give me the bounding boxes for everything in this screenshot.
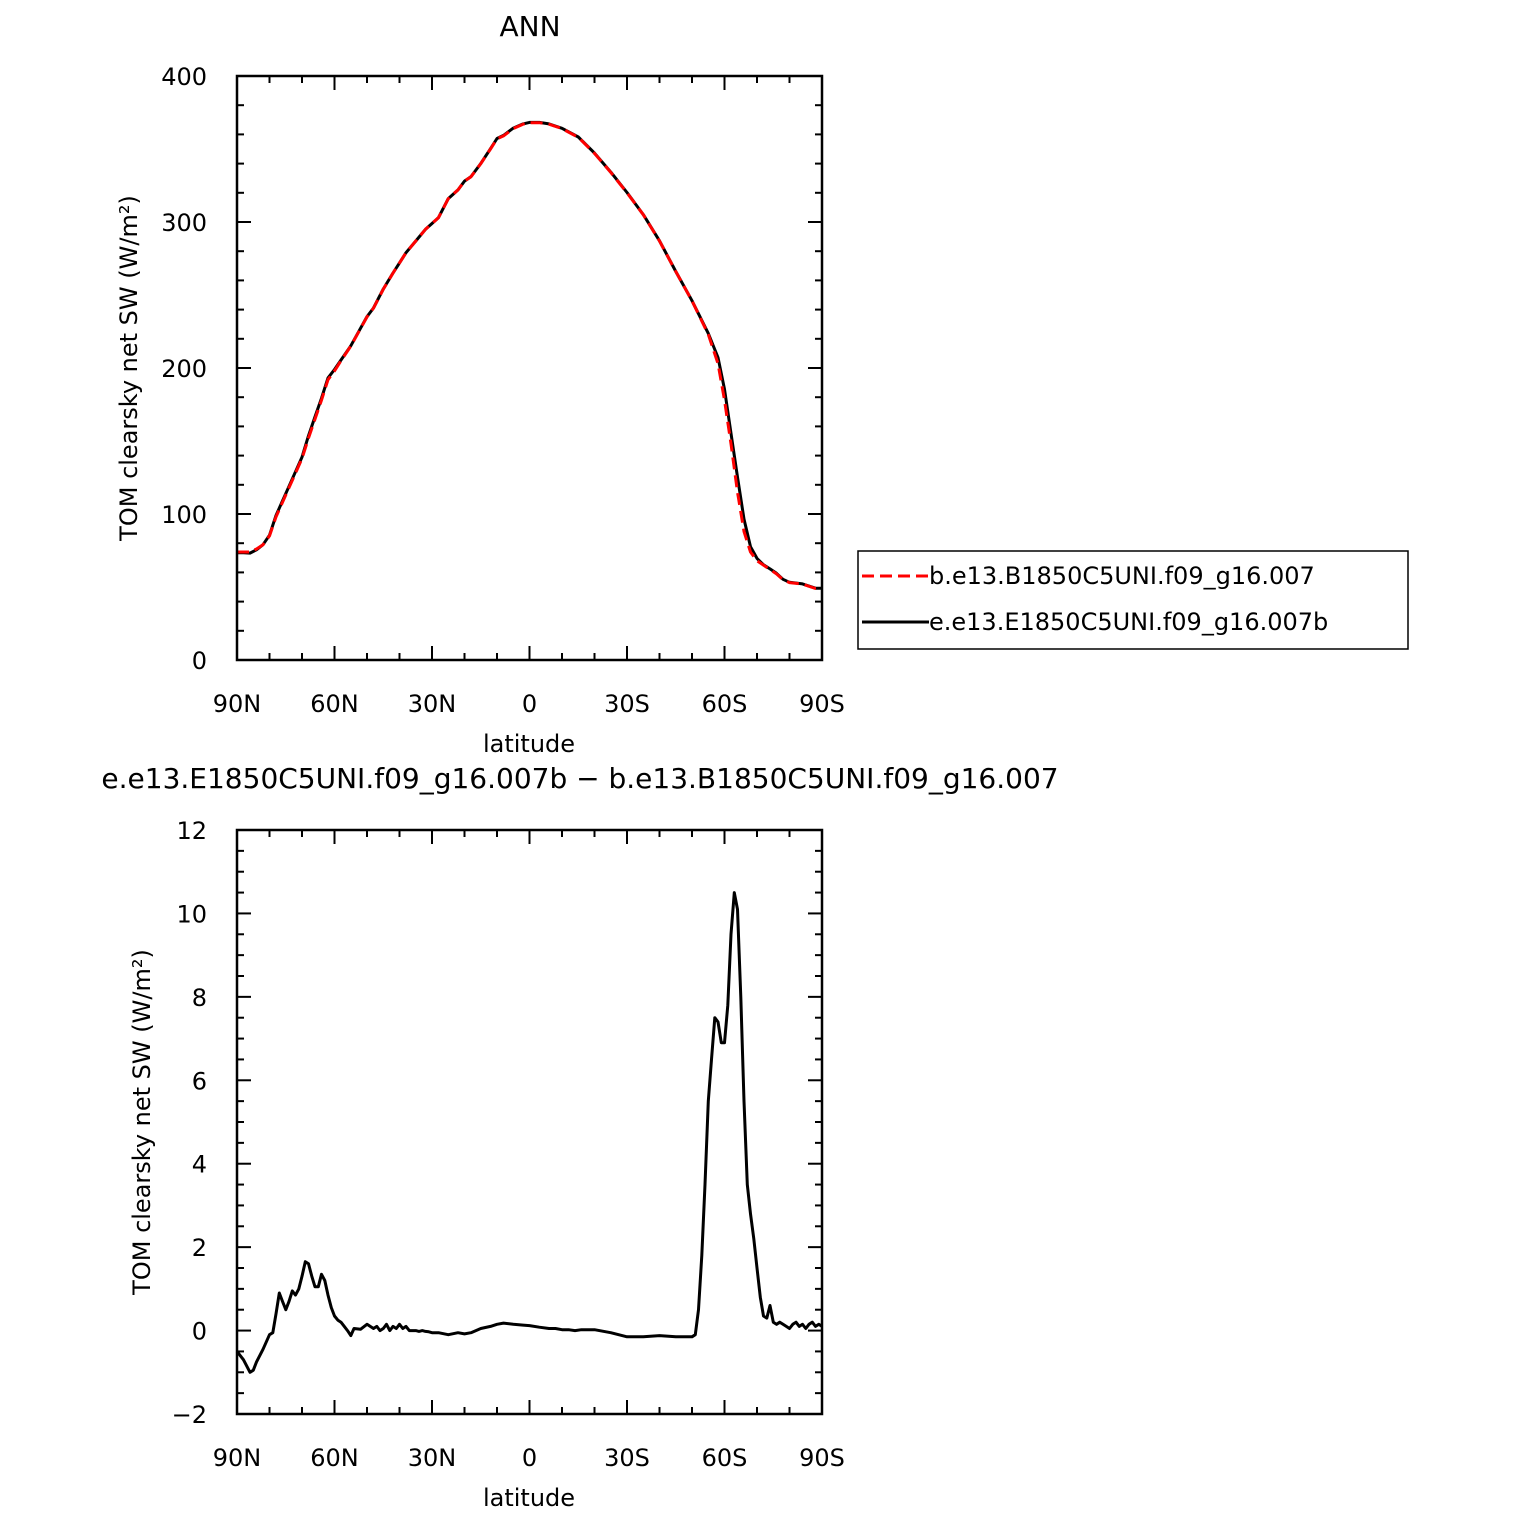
legend-label-1: e.e13.E1850C5UNI.f09_g16.007b bbox=[929, 608, 1328, 636]
top-series-line-1 bbox=[237, 120, 823, 590]
bottom-ytick-label: 4 bbox=[192, 1151, 207, 1179]
bottom-xlabel: latitude bbox=[483, 1484, 575, 1512]
top-plot-frame bbox=[235, 74, 824, 662]
top-xtick-label: 90S bbox=[799, 690, 845, 718]
top-xtick-label: 90N bbox=[213, 690, 262, 718]
bottom-ytick-label: 8 bbox=[192, 984, 207, 1012]
bottom-plot-frame bbox=[235, 828, 824, 1416]
top-title: ANN bbox=[499, 10, 560, 43]
top-ticks: 90N 60N 30N 0 30S 60S 90S 0 100 200 300 400 bbox=[161, 63, 845, 718]
top-ylabel: TOM clearsky net SW (W/m²) bbox=[115, 195, 143, 542]
top-xtick-label: 0 bbox=[522, 690, 537, 718]
bottom-xtick-label: 90S bbox=[799, 1444, 845, 1472]
top-lines bbox=[237, 120, 823, 590]
top-series-line-0 bbox=[237, 121, 822, 590]
bottom-ytick-label: 0 bbox=[192, 1318, 207, 1346]
top-xtick-label: 60N bbox=[310, 690, 359, 718]
bottom-ytick-label: 2 bbox=[192, 1234, 207, 1262]
panel-top: ANN 90N 60N 30N 0 30S 60S 90S 0 100 200 300 400 lat… bbox=[115, 10, 1409, 758]
bottom-ticks: 90N 60N 30N 0 30S 60S 90S −2 0 2 4 6 8 10 12 bbox=[172, 817, 845, 1472]
bottom-xtick-label: 90N bbox=[213, 1444, 262, 1472]
top-xtick-label: 30S bbox=[604, 690, 650, 718]
bottom-xtick-label: 30N bbox=[408, 1444, 457, 1472]
bottom-xtick-label: 0 bbox=[522, 1444, 537, 1472]
top-ytick-label: 0 bbox=[192, 647, 207, 675]
bottom-ylabel: TOM clearsky net SW (W/m²) bbox=[128, 949, 156, 1296]
legend-label-0: b.e13.B1850C5UNI.f09_g16.007 bbox=[929, 562, 1315, 590]
bottom-xtick-label: 60S bbox=[702, 1444, 748, 1472]
bottom-xtick-label: 30S bbox=[604, 1444, 650, 1472]
bottom-ytick-label: 10 bbox=[176, 900, 207, 928]
legend-box bbox=[857, 550, 1409, 650]
top-xtick-label: 30N bbox=[408, 690, 457, 718]
top-ytick-label: 200 bbox=[161, 355, 207, 383]
top-xlabel: latitude bbox=[483, 730, 575, 758]
top-xtick-label: 60S bbox=[702, 690, 748, 718]
bottom-ytick-label: 6 bbox=[192, 1067, 207, 1095]
top-ytick-label: 100 bbox=[161, 501, 207, 529]
bottom-title: e.e13.E1850C5UNI.f09_g16.007b − b.e13.B1… bbox=[101, 762, 1058, 795]
bottom-xtick-label: 60N bbox=[310, 1444, 359, 1472]
bottom-lines bbox=[235, 891, 823, 1374]
top-ytick-label: 300 bbox=[161, 209, 207, 237]
legend: b.e13.B1850C5UNI.f09_g16.007 e.e13.E1850… bbox=[857, 550, 1409, 650]
bottom-series-line-0 bbox=[235, 891, 823, 1374]
top-ytick-label: 400 bbox=[161, 63, 207, 91]
bottom-ytick-label: 12 bbox=[176, 817, 207, 845]
bottom-ytick-label: −2 bbox=[172, 1401, 207, 1429]
panel-bottom: e.e13.E1850C5UNI.f09_g16.007b − b.e13.B1… bbox=[101, 762, 1058, 1512]
